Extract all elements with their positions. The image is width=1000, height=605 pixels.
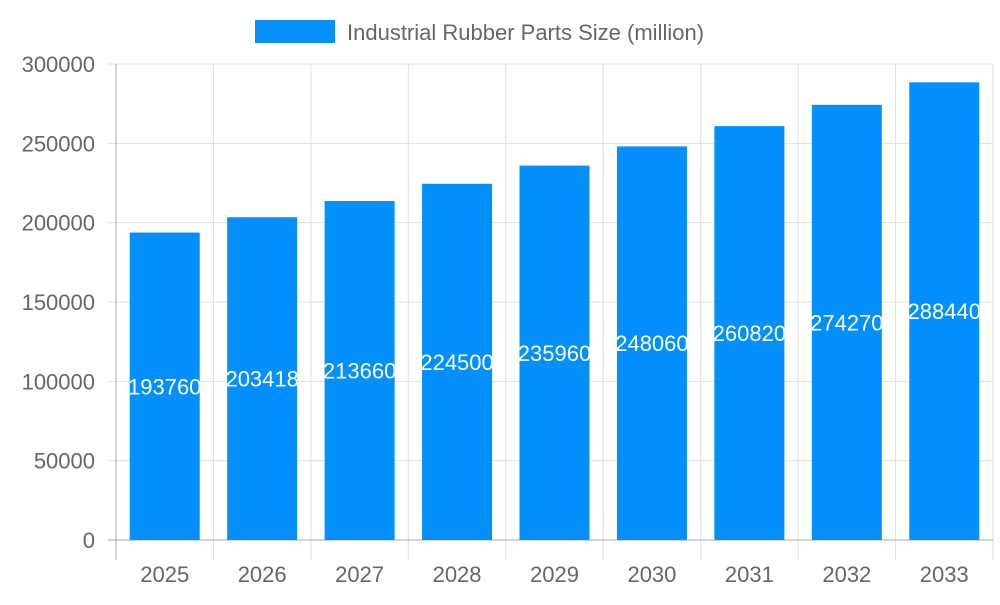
y-tick-label: 150000 <box>22 290 95 315</box>
x-tick-label: 2031 <box>725 562 774 587</box>
bar <box>519 165 590 540</box>
data-label: 288440 <box>908 299 981 324</box>
y-tick-label: 200000 <box>22 211 95 236</box>
x-tick-label: 2027 <box>335 562 384 587</box>
legend-label[interactable]: Industrial Rubber Parts Size (million) <box>347 20 704 45</box>
data-label: 213660 <box>323 358 396 383</box>
bar <box>129 232 200 541</box>
bar <box>324 200 395 540</box>
bar <box>616 146 687 540</box>
data-label: 203418 <box>225 367 298 392</box>
y-tick-label: 100000 <box>22 369 95 394</box>
x-tick-label: 2026 <box>238 562 287 587</box>
x-tick-label: 2028 <box>433 562 482 587</box>
x-tick-label: 2030 <box>627 562 676 587</box>
data-label: 248060 <box>615 331 688 356</box>
bar <box>714 126 785 541</box>
y-tick-label: 300000 <box>22 52 95 77</box>
y-tick-label: 250000 <box>22 131 95 156</box>
data-label: 274270 <box>810 310 883 335</box>
y-tick-label: 50000 <box>34 449 95 474</box>
data-label: 193760 <box>128 374 201 399</box>
x-tick-label: 2025 <box>140 562 189 587</box>
x-tick-label: 2033 <box>920 562 969 587</box>
y-tick-label: 0 <box>83 528 95 553</box>
data-label: 235960 <box>518 341 591 366</box>
data-label: 260820 <box>713 321 786 346</box>
data-label: 224500 <box>420 350 493 375</box>
x-tick-label: 2032 <box>822 562 871 587</box>
bar <box>811 104 882 540</box>
legend-swatch[interactable] <box>255 20 335 43</box>
x-tick-label: 2029 <box>530 562 579 587</box>
bar <box>422 183 493 540</box>
bar <box>227 217 298 540</box>
bar <box>909 82 980 541</box>
